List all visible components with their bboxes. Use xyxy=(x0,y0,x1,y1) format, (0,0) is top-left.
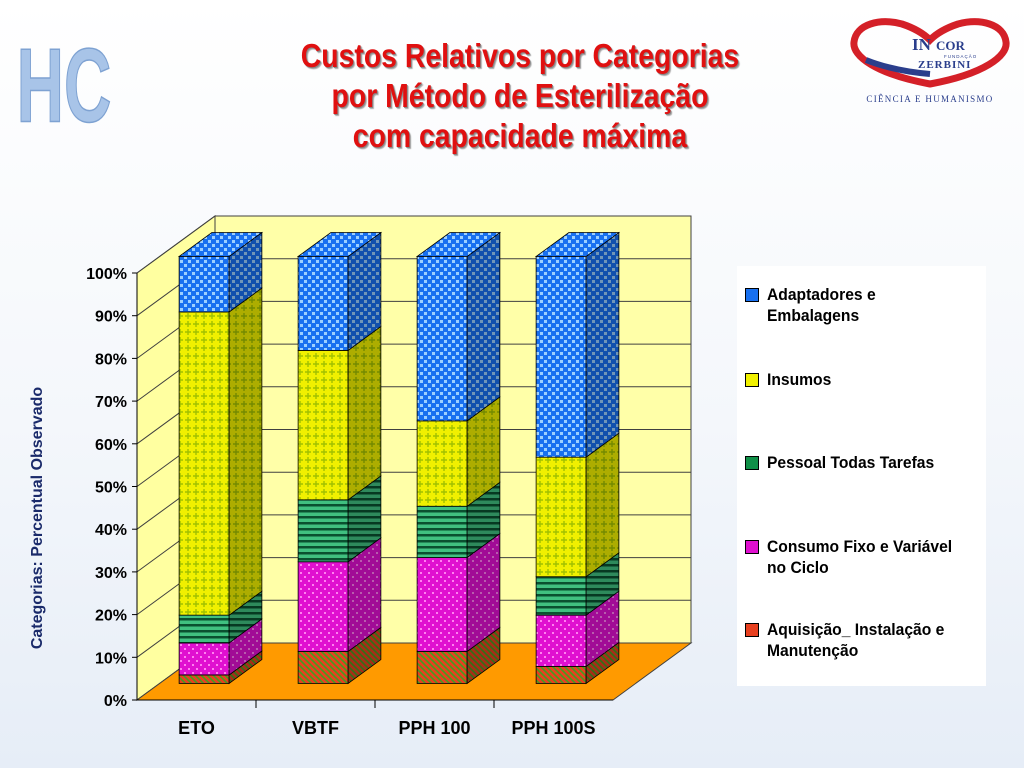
bar-segment-front xyxy=(416,505,468,558)
bar-segment-front xyxy=(178,674,230,684)
gridline xyxy=(136,215,691,274)
bar-segment-front xyxy=(416,557,468,652)
y-tick-label: 90% xyxy=(95,309,127,326)
bar-segment-front xyxy=(178,642,230,676)
y-tick-label: 30% xyxy=(95,565,127,582)
bar-segment-shade xyxy=(348,232,381,351)
bar-segment-shade xyxy=(348,537,381,652)
bar-segment-front xyxy=(297,256,349,351)
legend-swatch xyxy=(745,540,759,554)
bar-segment-shade xyxy=(586,232,619,458)
bar-segment-front xyxy=(535,614,587,667)
bar-segment-front xyxy=(416,420,468,507)
y-tick-label: 60% xyxy=(95,437,127,454)
y-tick-label: 80% xyxy=(95,351,127,368)
title-line-2: por Método de Esterilização xyxy=(331,77,709,114)
legend-item: Insumos xyxy=(745,369,987,390)
bar-segment-shade xyxy=(586,591,619,667)
y-tick-label: 70% xyxy=(95,394,127,411)
y-tick-label: 40% xyxy=(95,522,127,539)
title-line-1: Custos Relativos por Categorias xyxy=(300,37,740,74)
bar-segment-shade xyxy=(467,232,500,421)
incor-logo: IN COR FUNDAÇÃO ZERBINI CIÊNCIA E HUMANI… xyxy=(850,18,1010,104)
incor-tagline: CIÊNCIA E HUMANISMO xyxy=(866,94,993,104)
legend-item: Adaptadores e Embalagens xyxy=(745,284,987,326)
legend-label: Adaptadores e Embalagens xyxy=(767,285,876,325)
bar-segment-shade xyxy=(586,552,619,616)
bar-segment-front xyxy=(297,350,349,501)
hc-logo-text: HC xyxy=(17,27,112,130)
bar-segment-front xyxy=(416,651,468,684)
bar-top xyxy=(534,232,621,257)
bar-segment-front xyxy=(535,256,587,458)
bar-segment-shade xyxy=(467,627,500,684)
bar-segment-shade xyxy=(229,650,262,684)
legend-label: Consumo Fixo e Variável no Ciclo xyxy=(767,537,953,577)
legend-swatch xyxy=(745,373,759,387)
chart-title: Custos Relativos por Categorias por Méto… xyxy=(279,36,761,156)
bar-segment-shade xyxy=(467,396,500,507)
bar-segment-shade xyxy=(229,618,262,675)
bar-segment-shade xyxy=(348,326,381,500)
bar-segment-shade xyxy=(229,591,262,643)
legend-label: Insumos xyxy=(767,370,832,389)
bar-top xyxy=(296,232,383,257)
legend-item: Pessoal Todas Tarefas xyxy=(745,452,987,473)
y-axis-title: Categorias: Percentual Observado xyxy=(29,387,46,650)
bar-top xyxy=(415,232,502,257)
y-tick-label: 100% xyxy=(86,266,127,283)
bar-segment-shade xyxy=(229,232,262,312)
bar-segment-front xyxy=(416,256,468,422)
bar-segment-shade xyxy=(348,627,381,684)
legend-swatch xyxy=(745,456,759,470)
bar-segment-shade xyxy=(467,482,500,558)
bar-top xyxy=(177,232,264,257)
x-tick-label: VBTF xyxy=(292,718,339,738)
x-tick-label: ETO xyxy=(178,718,215,738)
bar-segment-front xyxy=(178,614,230,644)
bar-segment-front xyxy=(535,576,587,616)
bar-segment-front xyxy=(297,561,349,652)
bar-segment-front xyxy=(178,256,230,313)
bar-segment-shade xyxy=(229,288,262,616)
bar-segment-shade xyxy=(467,533,500,652)
legend-swatch xyxy=(745,288,759,302)
incor-zerbini: ZERBINI xyxy=(918,59,971,71)
legend-label: Aquisição_ Instalação e Manutenção xyxy=(767,620,945,660)
bar-segment-front xyxy=(297,499,349,563)
heart-icon xyxy=(850,18,1010,88)
legend-label: Pessoal Todas Tarefas xyxy=(767,453,935,472)
incor-brand-cor: COR xyxy=(936,38,966,53)
y-tick-label: 50% xyxy=(95,480,127,497)
title-line-3: com capacidade máxima xyxy=(352,117,688,154)
bar-segment-front xyxy=(297,651,349,684)
bar-segment-front xyxy=(535,456,587,578)
incor-brand-in: IN xyxy=(912,35,932,54)
hc-logo: HC xyxy=(16,26,112,130)
legend-item: Consumo Fixo e Variável no Ciclo xyxy=(745,536,987,578)
bar-segment-shade xyxy=(586,433,619,577)
legend-item: Aquisição_ Instalação e Manutenção xyxy=(745,619,987,661)
legend-swatch xyxy=(745,623,759,637)
y-tick-label: 0% xyxy=(104,693,127,710)
x-tick-label: PPH 100S xyxy=(511,718,595,738)
bar-segment-front xyxy=(178,311,230,616)
chart-legend: Adaptadores e Embalagens Insumos Pessoal T… xyxy=(737,266,986,686)
y-tick-label: 20% xyxy=(95,608,127,625)
bar-segment-shade xyxy=(586,642,619,684)
incor-fundacao: FUNDAÇÃO xyxy=(944,53,977,59)
bar-segment-front xyxy=(535,665,587,684)
bar-segment-shade xyxy=(348,475,381,562)
y-tick-label: 10% xyxy=(95,650,127,667)
x-tick-label: PPH 100 xyxy=(398,718,470,738)
